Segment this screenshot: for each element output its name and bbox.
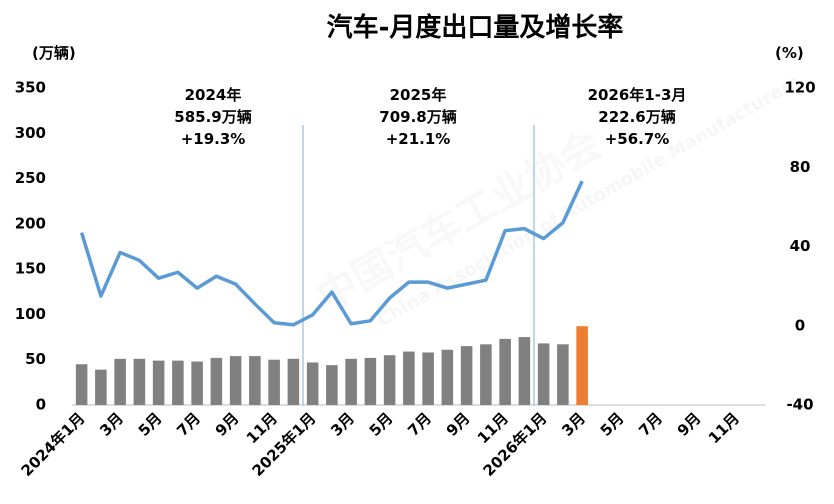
x-tick-label: 3月	[558, 409, 589, 440]
bar	[518, 337, 531, 405]
y-axis-label: (万辆)	[32, 44, 76, 62]
bar	[326, 365, 338, 405]
annotation: +19.3%	[181, 130, 246, 148]
x-tick-label: 9月	[674, 409, 705, 440]
x-tick-label: 5月	[366, 409, 397, 440]
x-tick-label: 9月	[212, 409, 243, 440]
y-tick-label: 200	[15, 214, 46, 232]
annotation: 222.6万辆	[598, 108, 675, 126]
x-tick-label: 7月	[404, 409, 435, 440]
bar	[287, 358, 300, 405]
x-tick-label: 9月	[443, 409, 474, 440]
y-tick-label: 0	[36, 396, 46, 414]
y-tick-label: 350	[15, 79, 46, 97]
annotation: 2025年	[390, 86, 447, 104]
bar	[499, 338, 511, 405]
x-tick-label: 7月	[635, 409, 666, 440]
y2-tick-label: 0	[795, 316, 805, 334]
annotation: 585.9万辆	[174, 108, 251, 126]
bar	[152, 360, 165, 405]
y-tick-label: 250	[15, 169, 46, 187]
x-tick-label: 5月	[135, 409, 166, 440]
bar	[306, 362, 319, 405]
bar	[576, 326, 588, 405]
y2-tick-label: 120	[784, 79, 815, 97]
y-tick-label: 100	[15, 305, 46, 323]
bar	[75, 364, 88, 405]
bar	[210, 357, 223, 405]
bar	[403, 351, 415, 405]
bar	[537, 343, 550, 405]
y-tick-label: 300	[15, 124, 46, 142]
annotation: +21.1%	[386, 130, 451, 148]
bar	[480, 344, 492, 405]
bar	[557, 344, 569, 405]
y-tick-label: 50	[25, 350, 46, 368]
x-tick-label: 3月	[96, 409, 127, 440]
y-tick-label: 150	[15, 260, 46, 278]
bar	[114, 358, 126, 405]
y2-tick-label: -40	[786, 396, 813, 414]
bar	[133, 358, 146, 405]
bar	[422, 352, 434, 405]
bar	[383, 355, 396, 405]
bar	[345, 358, 357, 405]
bar	[460, 346, 473, 405]
x-tick-label: 11月	[705, 409, 743, 447]
x-tick-label: 3月	[327, 409, 358, 440]
bar	[441, 349, 454, 405]
chart-title: 汽车-月度出口量及增长率	[327, 12, 624, 43]
annotation: 709.8万辆	[379, 108, 456, 126]
annotation: +56.7%	[605, 130, 670, 148]
bar	[191, 361, 203, 405]
x-tick-label: 2024年1月	[18, 409, 89, 480]
bar	[229, 356, 242, 405]
bar	[249, 356, 261, 405]
bar	[268, 359, 280, 405]
y2-tick-label: 40	[790, 237, 811, 255]
x-tick-label: 7月	[173, 409, 204, 440]
bar	[364, 357, 377, 405]
x-tick-label: 5月	[597, 409, 628, 440]
annotation: 2026年1-3月	[588, 86, 687, 104]
bar	[95, 369, 107, 405]
y2-tick-label: 80	[790, 158, 811, 176]
y2-axis-label: (%)	[775, 44, 804, 62]
annotation: 2024年	[185, 86, 242, 104]
bar	[172, 360, 184, 405]
line	[79, 180, 584, 327]
